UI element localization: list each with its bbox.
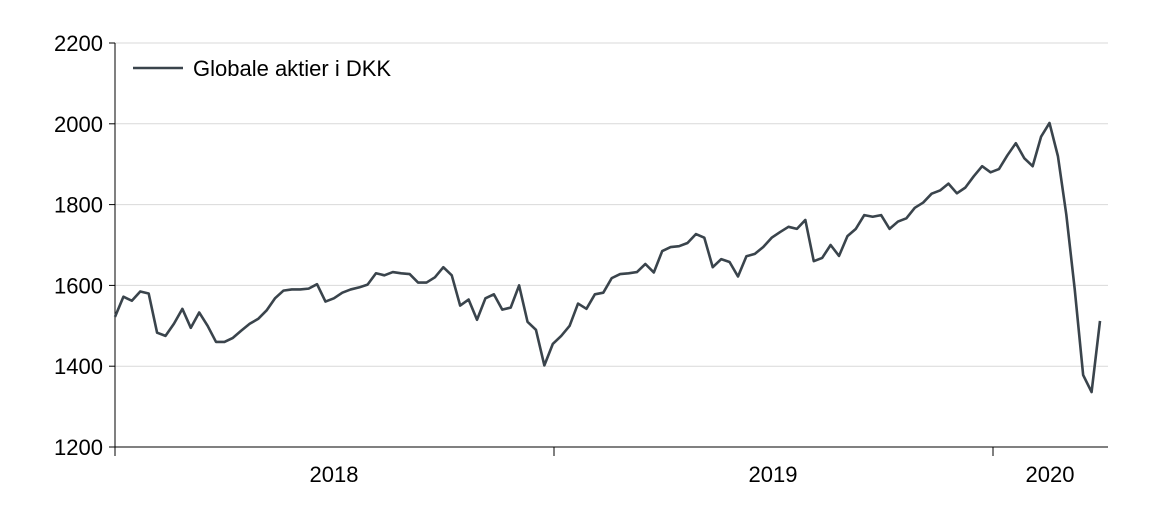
gridlines [115,42,1108,367]
legend: Globale aktier i DKK [133,56,391,81]
x-tick-label-2020: 2020 [1026,462,1075,487]
x-tick-label-2019: 2019 [749,462,798,487]
y-tick-label-1200: 1200 [54,435,103,460]
axes [114,43,1108,448]
x-axis-ticks: 2018 2019 2020 [114,447,1075,487]
series-line-globale-aktier [113,121,1102,394]
x-tick-label-2018: 2018 [310,462,359,487]
y-tick-label-1800: 1800 [54,193,103,218]
y-tick-label-1400: 1400 [54,354,103,379]
y-tick-label-2200: 2200 [54,31,103,56]
y-tick-label-1600: 1600 [54,273,103,298]
legend-label: Globale aktier i DKK [193,56,391,81]
y-axis-ticks: 1200 1400 1600 1800 2000 2200 [54,31,115,460]
y-tick-label-2000: 2000 [54,112,103,137]
